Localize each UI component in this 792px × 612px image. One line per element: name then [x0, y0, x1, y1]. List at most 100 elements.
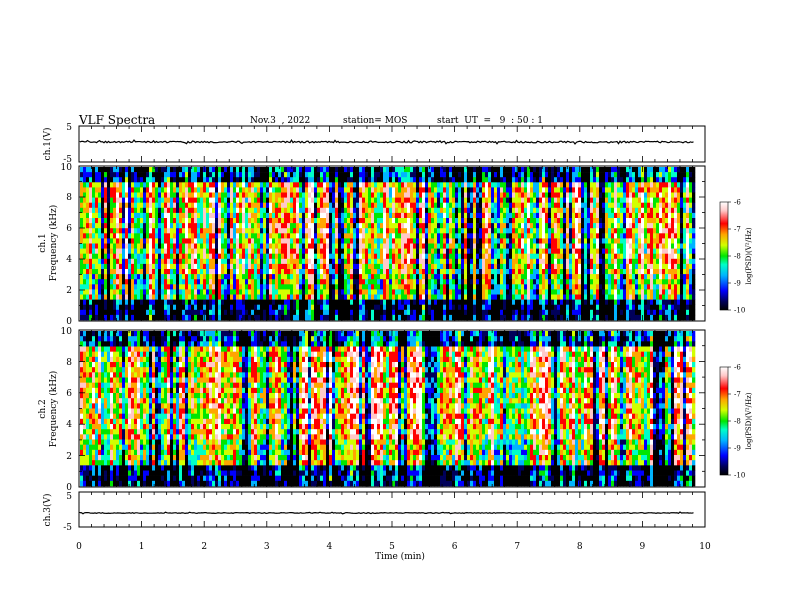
spec-cell	[266, 233, 270, 239]
spec-cell	[473, 192, 477, 198]
spec-cell	[521, 167, 525, 173]
spec-cell	[386, 218, 390, 224]
spec-cell	[194, 289, 198, 295]
spec-cell	[146, 172, 150, 178]
spec-cell	[548, 223, 552, 229]
spec-cell	[557, 269, 561, 275]
spec-cell	[185, 177, 189, 183]
spec-cell	[212, 304, 216, 311]
spec-cell	[302, 212, 306, 219]
spec-cell	[422, 197, 426, 203]
spec-cell	[272, 187, 276, 193]
spec-cell	[137, 207, 141, 214]
spec-cell	[458, 314, 462, 321]
spec-cell	[266, 212, 270, 219]
spec-cell	[482, 258, 486, 265]
spec-cell	[254, 202, 258, 209]
spec-cell	[89, 248, 93, 254]
spec-cell	[254, 177, 258, 183]
spec-cell	[380, 228, 384, 234]
spec-cell	[401, 177, 405, 183]
spec-cell	[500, 284, 504, 290]
spec-cell	[233, 314, 237, 321]
spec-cell	[185, 212, 189, 219]
spec-cell	[425, 167, 429, 173]
spec-cell	[416, 274, 420, 280]
spec-cell	[563, 263, 567, 270]
spec-cell	[143, 167, 147, 173]
spec-cell	[473, 248, 477, 254]
spec-cell	[188, 248, 192, 254]
spec-cell	[362, 197, 366, 203]
spec-cell	[476, 253, 480, 260]
spec-cell	[137, 269, 141, 275]
spec-cell	[338, 263, 342, 270]
spec-cell	[401, 284, 405, 290]
spec-cell	[311, 253, 315, 260]
spec-cell	[407, 238, 411, 244]
spec-cell	[305, 294, 309, 300]
spec-cell	[560, 212, 564, 219]
spec-cell	[485, 314, 489, 321]
spec-cell	[203, 299, 207, 305]
spec-cell	[212, 238, 216, 244]
spec-cell	[578, 212, 582, 219]
spec-cell	[365, 228, 369, 234]
spec-cell	[230, 172, 234, 178]
spec-cell	[407, 299, 411, 305]
spec-cell	[470, 269, 474, 275]
spec-cell	[341, 212, 345, 219]
spec-cell	[161, 192, 165, 198]
spec-cell	[137, 212, 141, 219]
spec-cell	[167, 314, 171, 321]
spec-cell	[104, 167, 108, 173]
spec-cell	[551, 192, 555, 198]
spec-cell	[197, 274, 201, 280]
spec-cell	[185, 167, 189, 173]
spec-cell	[470, 284, 474, 290]
spec-cell	[317, 243, 321, 249]
spec-cell	[521, 192, 525, 198]
spec-cell	[197, 167, 201, 173]
spec-cell	[485, 167, 489, 173]
spec-cell	[506, 197, 510, 203]
spec-cell	[455, 263, 459, 270]
spec-cell	[281, 289, 285, 295]
spec-cell	[509, 172, 513, 178]
spec-cell	[419, 228, 423, 234]
spec-cell	[560, 263, 564, 270]
spec-cell	[530, 258, 534, 265]
spec-cell	[200, 248, 204, 254]
spec-cell	[242, 289, 246, 295]
spec-cell	[449, 243, 453, 249]
spec-cell	[194, 279, 198, 285]
spec-cell	[143, 238, 147, 244]
spec-cell	[392, 228, 396, 234]
spec-cell	[359, 197, 363, 203]
spec-cell	[269, 309, 273, 316]
spec-cell	[461, 274, 465, 280]
spec-cell	[425, 269, 429, 275]
spec-cell	[476, 172, 480, 178]
spec-cell	[365, 177, 369, 183]
spec-cell	[290, 207, 294, 214]
spec-cell	[542, 279, 546, 285]
spec-cell	[260, 248, 264, 254]
spec-cell	[458, 243, 462, 249]
spec-cell	[488, 284, 492, 290]
spec-cell	[533, 299, 537, 305]
spec-cell	[419, 304, 423, 311]
spec-cell	[416, 238, 420, 244]
spec-cell	[191, 274, 195, 280]
spec-cell	[233, 294, 237, 300]
spec-cell	[539, 263, 543, 270]
spec-cell	[563, 202, 567, 209]
spec-cell	[557, 304, 561, 311]
spec-cell	[293, 192, 297, 198]
spec-cell	[131, 304, 135, 311]
spec-cell	[473, 284, 477, 290]
spec-cell	[443, 182, 447, 188]
spec-cell	[341, 167, 345, 173]
spec-cell	[383, 284, 387, 290]
spec-cell	[527, 228, 531, 234]
